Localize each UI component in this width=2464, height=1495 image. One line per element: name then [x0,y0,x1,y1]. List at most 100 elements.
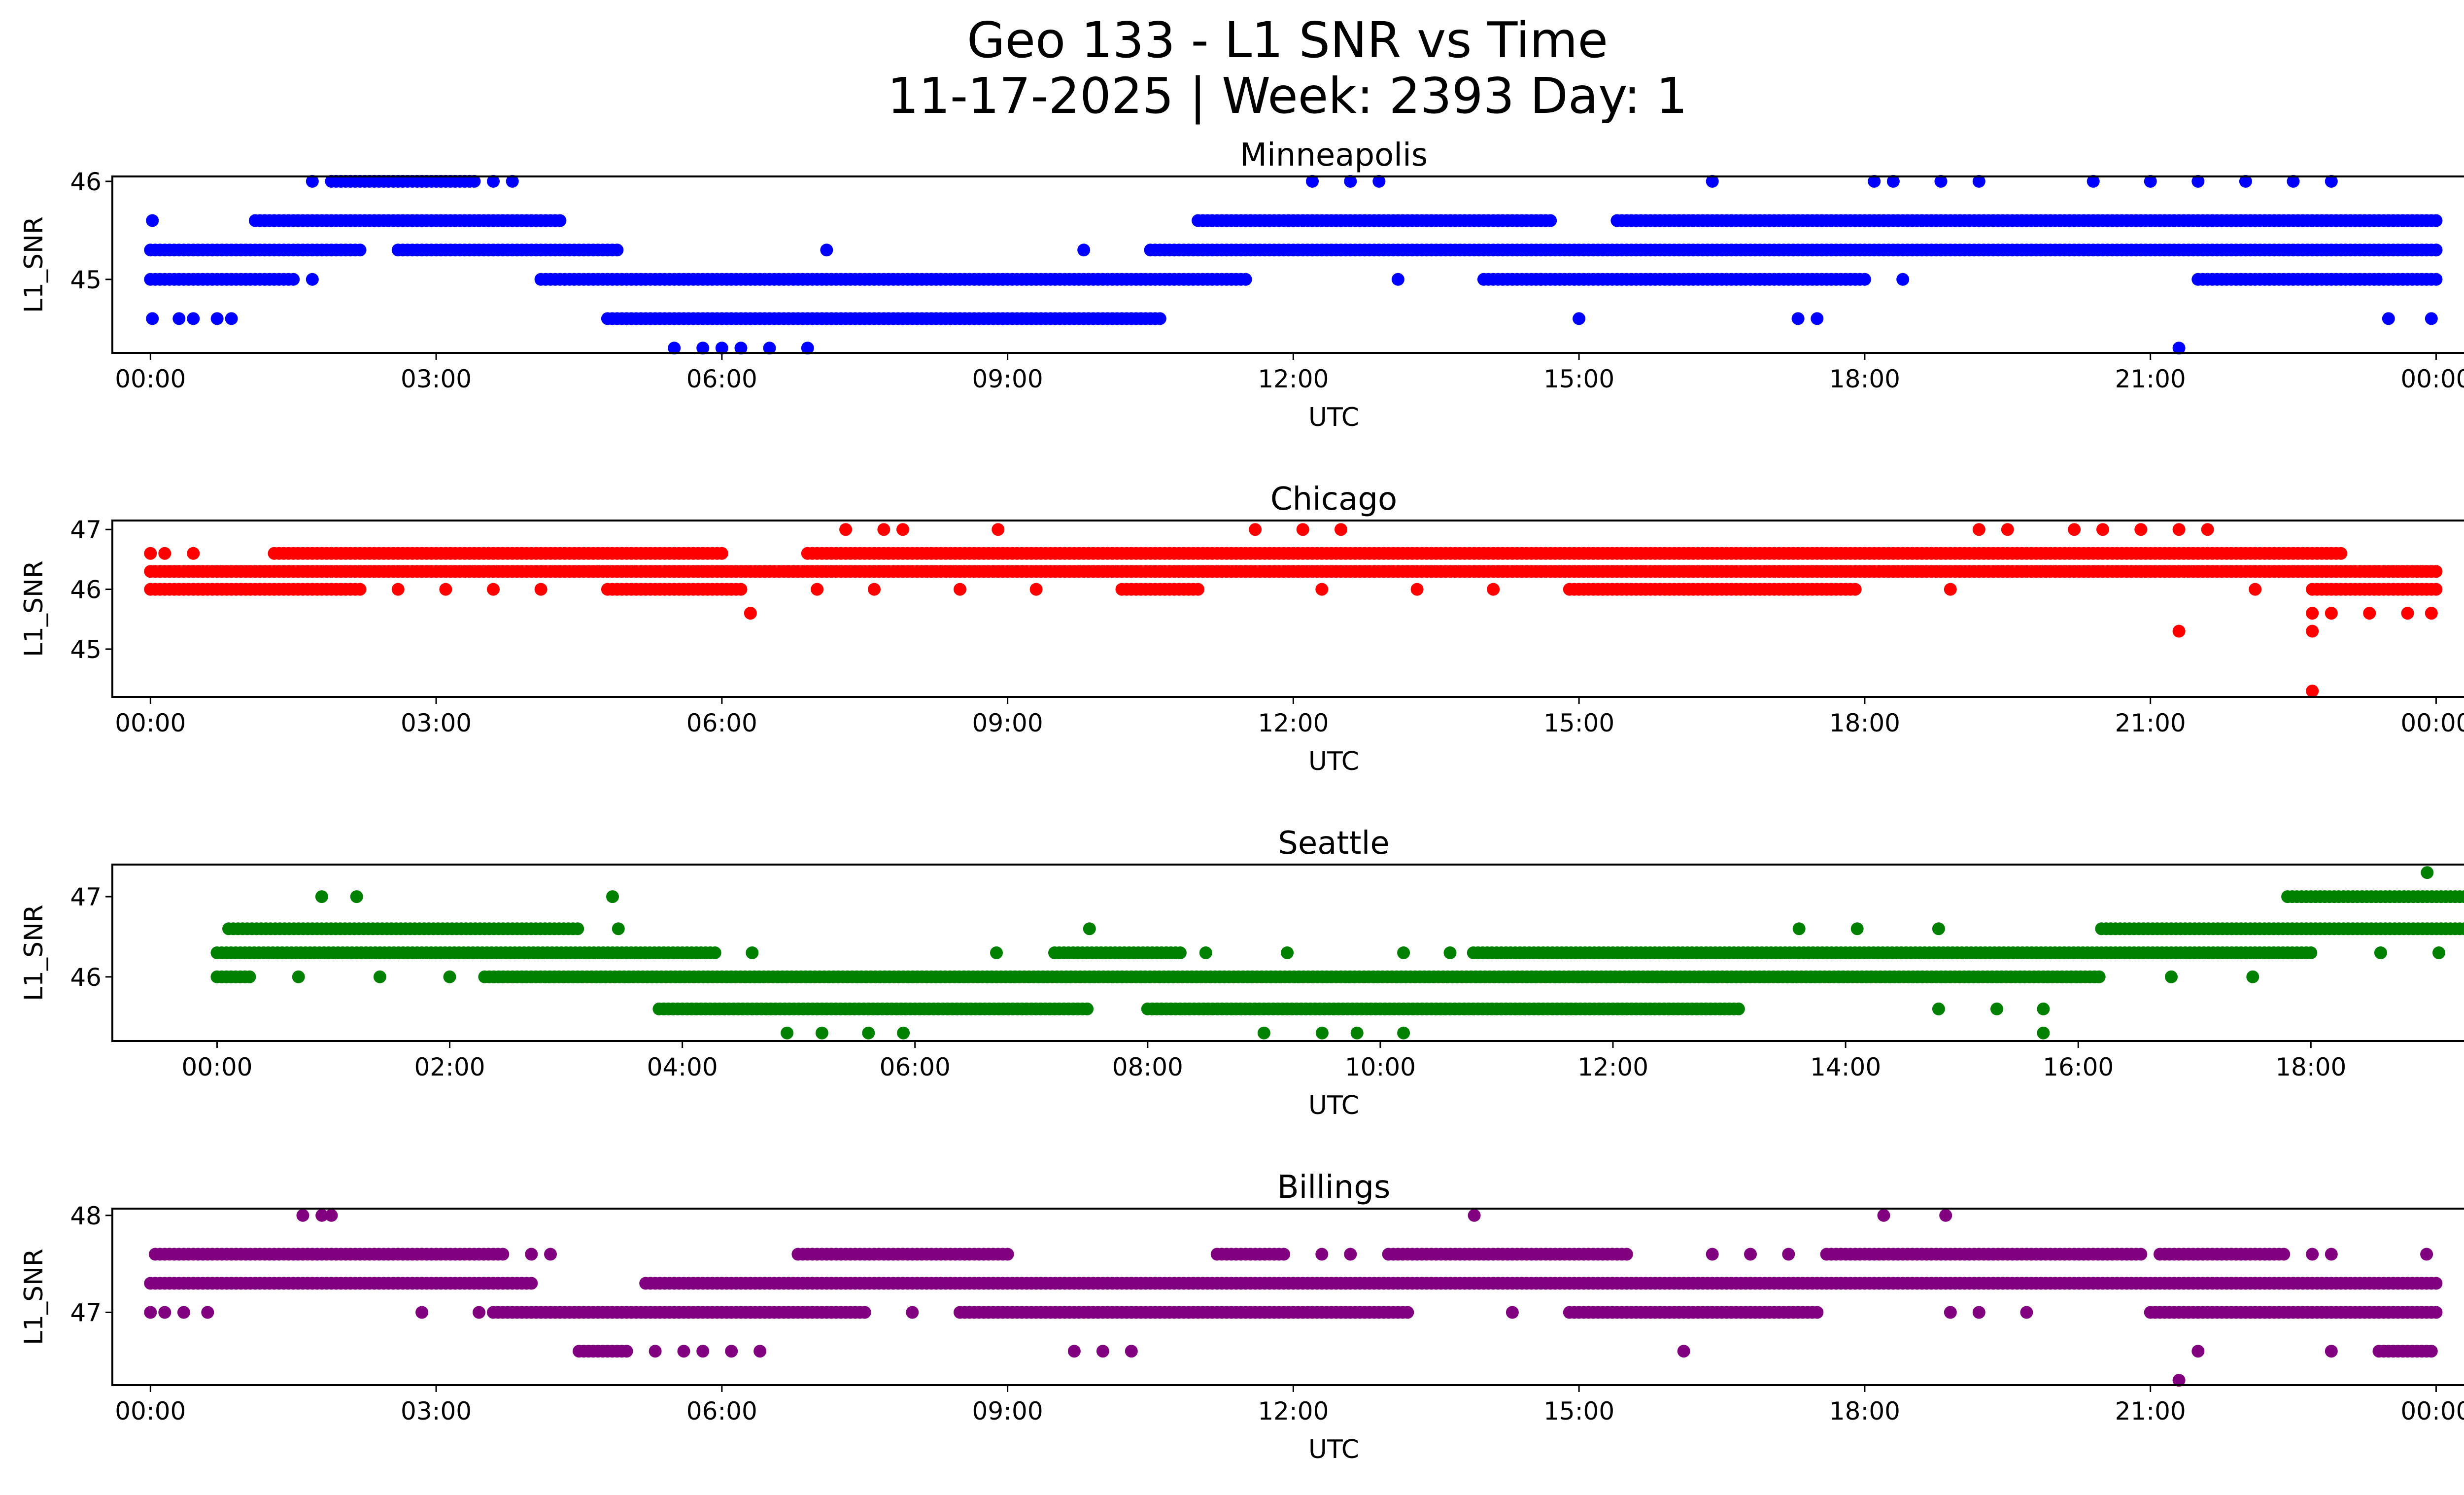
data-point [1083,922,1096,936]
x-tick-label: 03:00 [401,709,472,737]
data-point [1487,583,1500,596]
data-point [415,1306,429,1319]
data-point [620,1345,633,1358]
data-point [781,1026,794,1040]
data-point [1932,922,1945,936]
data-point [1990,1002,2003,1015]
data-point [1315,1248,1329,1261]
data-point [1153,312,1166,325]
data-point [2458,890,2464,904]
data-point [2425,1345,2438,1358]
data-point [2374,946,2387,959]
data-point [1534,273,1547,286]
data-point [612,922,625,936]
data-point [734,342,748,355]
data-point [858,1306,871,1319]
panel-title: Minneapolis [1240,137,1428,174]
data-point [1544,214,1557,227]
data-point [1077,243,1091,257]
data-point [990,946,1003,959]
data-points [210,866,2464,1040]
x-tick-label: 15:00 [1543,709,1614,737]
data-point [373,970,386,983]
y-axis-label: L1_SNR [19,1249,49,1345]
data-points [144,174,2443,355]
data-point [2020,1306,2033,1319]
data-point [725,1345,738,1358]
data-point [287,273,300,286]
x-tick-label: 12:00 [1258,709,1329,737]
x-tick-label: 12:00 [1258,1397,1329,1425]
panel-title: Chicago [1270,481,1397,518]
data-point [811,583,824,596]
data-point [1811,312,1824,325]
data-point [1096,1345,1109,1358]
data-point [1791,312,1805,325]
x-tick-label: 00:00 [181,1053,252,1081]
data-point [696,1345,710,1358]
data-point [746,946,759,959]
x-tick-label: 00:00 [2400,1397,2464,1425]
data-point [146,312,159,325]
x-tick-label: 00:00 [115,709,186,737]
data-point [708,946,721,959]
x-tick-label: 12:00 [1577,1053,1648,1081]
y-tick-label: 46 [70,963,102,992]
data-point [1249,523,1262,536]
data-point [1811,1306,1824,1319]
x-tick-label: 06:00 [686,365,757,393]
y-axis-label: L1_SNR [19,560,49,657]
data-point [1443,946,1457,959]
data-point [1067,1345,1081,1358]
plot-frame [111,175,2464,354]
x-tick-label: 08:00 [1112,1053,1183,1081]
x-tick-label: 21:00 [2115,709,2186,737]
data-point [715,342,728,355]
data-point [1401,1306,1414,1319]
x-tick-label: 18:00 [1829,1397,1900,1425]
panel-title: Seattle [1278,825,1390,862]
data-point [2306,607,2319,620]
data-point [1934,174,1948,188]
data-point [1296,523,1309,536]
data-point [525,1248,538,1261]
x-axis-label: UTC [1308,1091,1359,1120]
plot-frame [111,864,2464,1042]
data-point [144,547,157,560]
data-point [2306,1248,2319,1261]
y-tick-label: 47 [70,883,102,911]
data-point [201,1306,214,1319]
data-point [1277,1248,1290,1261]
y-axis-label: L1_SNR [19,904,49,1001]
data-point [187,312,200,325]
data-point [1468,1209,1481,1222]
x-tick-label: 06:00 [880,1053,951,1081]
data-point [763,342,776,355]
data-point [649,1345,662,1358]
data-point [1732,1002,1745,1015]
data-point [1281,946,1294,959]
data-point [1257,1026,1270,1040]
data-point [877,523,890,536]
data-point [2134,523,2148,536]
data-point [473,1306,485,1319]
data-point [315,1209,329,1222]
x-tick-label: 06:00 [686,709,757,737]
data-point [744,607,757,620]
data-point [606,890,619,904]
x-tick-label: 02:00 [414,1053,485,1081]
data-point [353,583,367,596]
data-point [1001,1248,1014,1261]
data-point [1939,1209,1952,1222]
data-point [2401,607,2414,620]
plot-frame [111,1208,2464,1386]
data-point [1677,1345,1690,1358]
data-point [144,1306,157,1319]
data-point [2325,1248,2338,1261]
data-point [992,523,1005,536]
data-point [1344,174,1357,188]
data-point [2191,174,2205,188]
data-point [439,583,452,596]
